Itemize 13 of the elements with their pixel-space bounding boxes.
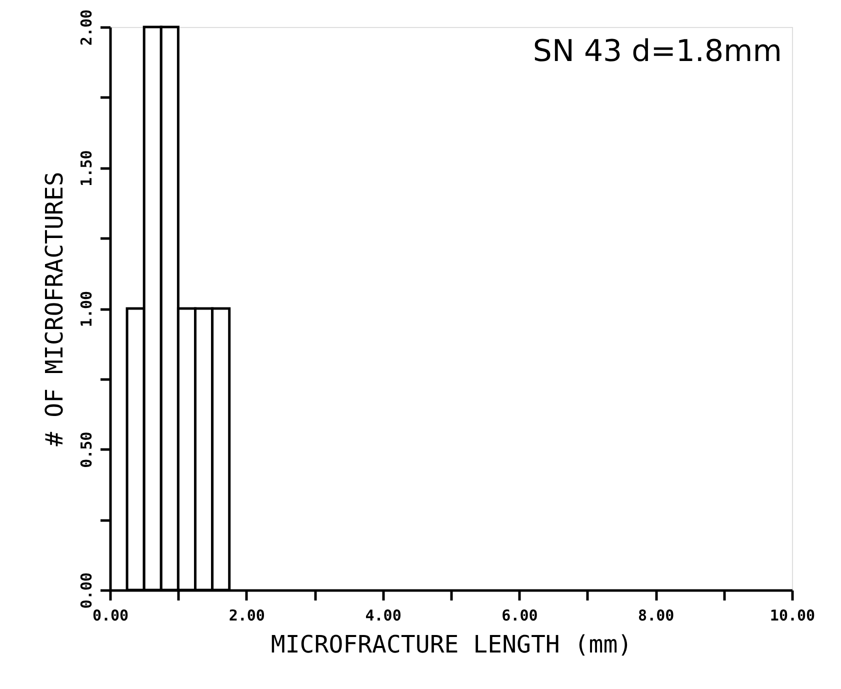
y-axis-title: # OF MICROFRACTURES (40, 172, 68, 446)
x-tick-label: 2.00 (228, 606, 265, 624)
x-axis-title: MICROFRACTURE LENGTH (mm) (270, 630, 632, 658)
x-tick-label: 10.00 (770, 606, 816, 624)
x-tick-label: 6.00 (502, 606, 538, 624)
y-tick-label: 2.00 (78, 9, 96, 46)
y-tick-label: 1.50 (78, 150, 96, 186)
chart-title: SN 43 d=1.8mm (532, 34, 782, 69)
x-tick-label: 8.00 (638, 606, 674, 624)
x-tick-label: 0.00 (92, 606, 129, 624)
y-tick-label: 0.50 (78, 432, 96, 468)
y-tick-label: 1.00 (78, 290, 96, 328)
x-tick-label: 4.00 (365, 606, 402, 624)
